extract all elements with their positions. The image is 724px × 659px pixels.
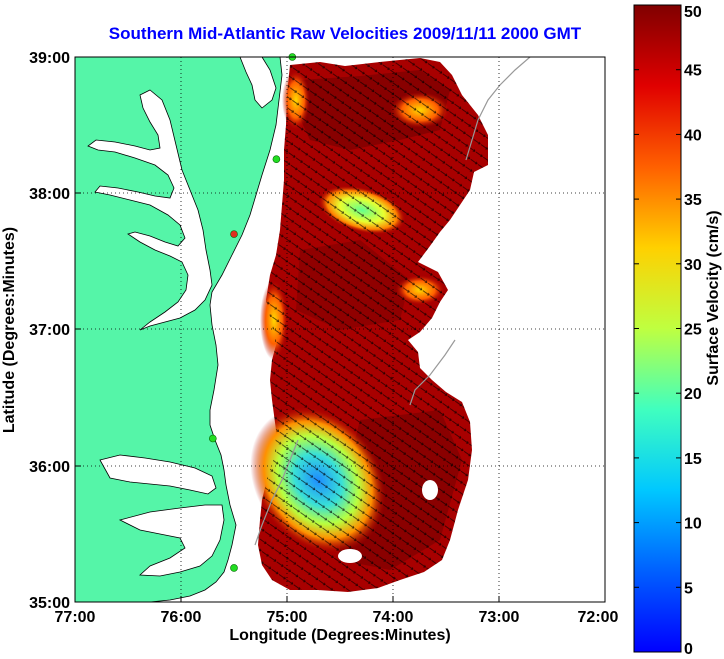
grid (75, 57, 605, 602)
station-marker (209, 434, 217, 443)
x-tick-label: 72:00 (578, 609, 619, 626)
delaware-bay (239, 57, 277, 109)
chesapeake-bay (87, 89, 213, 331)
colorbar-ticks: 0 5 10 15 20 25 30 35 40 45 50 (634, 4, 702, 658)
station-marker (230, 564, 238, 572)
station-marker (230, 230, 238, 238)
x-axis-label: Longitude (Degrees:Minutes) (229, 627, 450, 644)
x-tick-labels: 77:00 76:00 75:00 74:00 73:00 72:00 (55, 609, 619, 626)
tick-marks (75, 192, 500, 602)
y-tick-label: 37:00 (29, 322, 70, 339)
colorbar-tick-label: 30 (684, 257, 702, 274)
albemarle-sound (99, 454, 217, 495)
y-tick-label: 39:00 (29, 50, 70, 67)
pamlico-sound (118, 504, 225, 577)
colorbar-tick-label: 20 (684, 386, 702, 403)
x-tick-label: 77:00 (55, 609, 96, 626)
colorbar-tick-label: 50 (684, 4, 702, 21)
bathymetry-contour (465, 57, 531, 161)
x-tick-label: 76:00 (161, 609, 202, 626)
chart-title: Southern Mid-Atlantic Raw Velocities 200… (109, 24, 582, 43)
colorbar-tick-label: 0 (684, 641, 693, 658)
y-tick-labels: 35:00 36:00 37:00 38:00 39:00 (29, 50, 70, 612)
colorbar-tick-label: 15 (684, 451, 702, 468)
data-gap (338, 549, 362, 563)
bathymetry-contour (254, 439, 299, 546)
colorbar: 0 5 10 15 20 25 30 35 40 45 50 Surface Velocity (c… (633, 4, 722, 658)
y-tick-label: 36:00 (29, 459, 70, 476)
bathymetry-contour (409, 339, 456, 406)
colorbar-label: Surface Velocity (cm/s) (705, 210, 722, 385)
data-gap (422, 480, 438, 500)
station-marker (272, 155, 281, 163)
colorbar-tick-label: 25 (684, 322, 702, 339)
x-tick-label: 75:00 (267, 609, 308, 626)
y-tick-label: 38:00 (29, 186, 70, 203)
colorbar-tick-label: 5 (684, 580, 693, 597)
colorbar-tick-label: 10 (684, 516, 702, 533)
x-tick-label: 73:00 (479, 609, 520, 626)
y-tick-label: 35:00 (29, 595, 70, 612)
colorbar-tick-label: 45 (684, 63, 702, 80)
colorbar-tick-label: 35 (684, 192, 702, 209)
colorbar-tick-label: 40 (684, 127, 702, 144)
x-tick-label: 74:00 (373, 609, 414, 626)
y-axis-label: Latitude (Degrees:Minutes) (1, 227, 18, 433)
velocity-vectors (258, 58, 488, 592)
colorbar-gradient (633, 4, 682, 653)
plot-area (75, 57, 605, 602)
